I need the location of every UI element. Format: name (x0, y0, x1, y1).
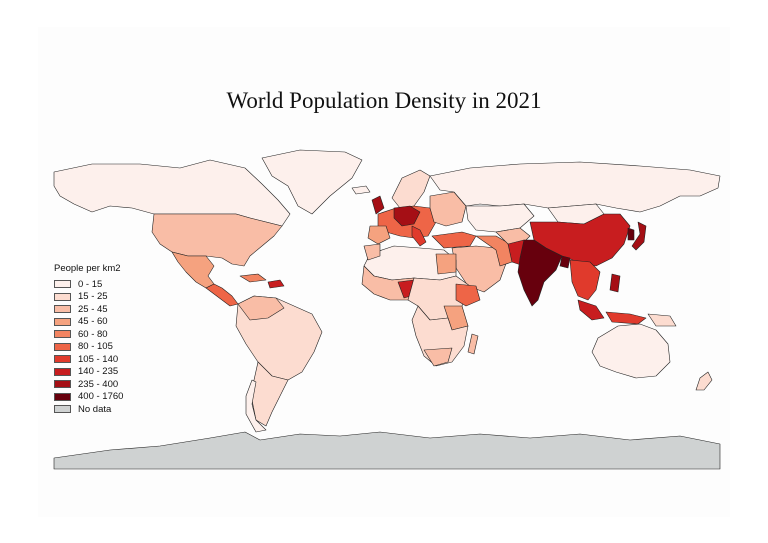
philippines (609, 273, 621, 293)
legend-item: 105 - 140 (54, 353, 123, 366)
legend-item: 0 - 15 (54, 278, 123, 291)
legend-swatch (54, 342, 71, 351)
legend-item: 140 - 235 (54, 366, 123, 379)
legend-swatch (54, 380, 71, 389)
madagascar (467, 333, 479, 355)
legend-label: 400 - 1760 (78, 391, 124, 403)
legend-label: 140 - 235 (78, 366, 119, 378)
indonesia-west (577, 299, 605, 321)
legend-swatch (54, 392, 71, 401)
legend-swatch (54, 355, 71, 364)
japan (631, 221, 647, 251)
legend-swatch (54, 305, 71, 314)
central-europe (393, 205, 421, 227)
bangladesh (559, 255, 571, 269)
legend-label: No data (78, 403, 112, 415)
italy (411, 225, 427, 247)
colombia-venezuela (237, 295, 285, 321)
legend-swatch (54, 405, 71, 414)
greenland (261, 149, 363, 215)
scandinavia (391, 169, 431, 209)
southeast-asia (569, 259, 601, 301)
usa (151, 213, 283, 267)
indonesia-east (605, 311, 647, 325)
legend-item: 25 - 45 (54, 303, 123, 316)
hispaniola (267, 279, 285, 289)
antarctica (53, 431, 721, 470)
legend-item: 60 - 80 (54, 328, 123, 341)
legend-label: 0 - 15 (78, 278, 103, 290)
legend-item: 45 - 60 (54, 316, 123, 329)
new-guinea (647, 313, 677, 327)
legend-swatch (54, 317, 71, 326)
legend-label: 25 - 45 (78, 303, 108, 315)
legend-swatch (54, 292, 71, 301)
egypt (435, 253, 457, 275)
legend-items: 0 - 15 15 - 25 25 - 45 45 - 60 60 - 80 8… (54, 278, 123, 416)
iberia (367, 225, 391, 245)
cuba (239, 273, 267, 283)
legend-label: 235 - 400 (78, 378, 119, 390)
india (517, 239, 563, 307)
central-america (205, 283, 239, 307)
legend-label: 15 - 25 (78, 291, 108, 303)
australia (591, 323, 671, 379)
korea (627, 227, 635, 241)
legend-swatch (54, 330, 71, 339)
ethiopia (455, 283, 481, 307)
morocco (363, 243, 381, 261)
russia (429, 161, 721, 213)
legend-item: No data (54, 403, 123, 416)
legend-swatch (54, 367, 71, 376)
turkey (431, 231, 477, 249)
kazakhstan (465, 203, 535, 233)
south-africa (423, 347, 453, 367)
chile (245, 379, 267, 433)
legend-item: 235 - 400 (54, 378, 123, 391)
page-title: World Population Density in 2021 (226, 88, 542, 113)
legend-title: People per km2 (54, 263, 121, 274)
iceland (351, 185, 371, 195)
legend-item: 400 - 1760 (54, 391, 123, 404)
uk (371, 195, 385, 215)
mexico (171, 251, 215, 289)
legend-label: 60 - 80 (78, 328, 108, 340)
legend-item: 80 - 105 (54, 341, 123, 354)
legend-label: 105 - 140 (78, 353, 119, 365)
legend-swatch (54, 280, 71, 289)
legend-item: 15 - 25 (54, 291, 123, 304)
new-zealand (695, 371, 713, 391)
map-legend: People per km2 0 - 15 15 - 25 25 - 45 45… (54, 263, 123, 416)
middle-east (451, 245, 509, 293)
legend-label: 80 - 105 (78, 341, 113, 353)
legend-label: 45 - 60 (78, 316, 108, 328)
